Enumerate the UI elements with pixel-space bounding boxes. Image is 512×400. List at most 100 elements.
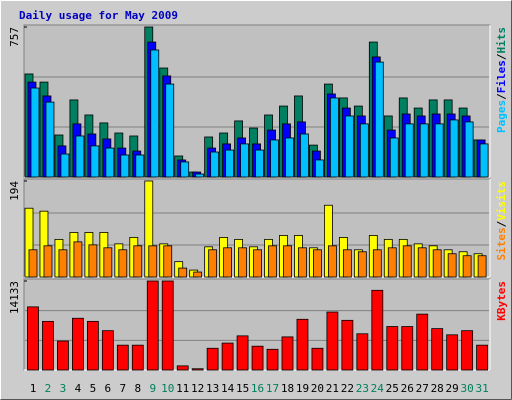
bar (342, 249, 352, 278)
x-tick-label: 27 (416, 382, 429, 395)
bar (401, 326, 414, 371)
bar (446, 334, 459, 371)
bar (311, 347, 324, 371)
bar (90, 145, 100, 178)
y-tick-label: 194 (8, 181, 21, 201)
bar (479, 143, 489, 178)
bar (434, 123, 444, 178)
bar (371, 289, 384, 371)
bar (58, 249, 68, 278)
legend: KBytes (495, 281, 508, 321)
bar (27, 306, 39, 371)
x-tick-label: 11 (176, 382, 189, 395)
bar (57, 340, 69, 371)
bar (131, 344, 144, 371)
legend: Pages/Files/Hits (495, 27, 508, 133)
bar (298, 247, 307, 278)
x-tick-label: 8 (134, 382, 141, 395)
legend-entry: Hits (495, 27, 508, 54)
bar (75, 135, 85, 178)
x-tick-label: 4 (75, 382, 82, 395)
bar (176, 365, 189, 371)
x-tick-label: 5 (90, 382, 97, 395)
bar (416, 313, 429, 371)
y-tick-label: 14133 (8, 281, 21, 314)
x-tick-label: 6 (105, 382, 112, 395)
legend-entry: Visits (495, 181, 508, 221)
bar (372, 249, 382, 278)
bar (223, 247, 233, 278)
x-tick-label: 14 (221, 382, 235, 395)
x-tick-label: 7 (120, 382, 127, 395)
bar (326, 311, 339, 371)
x-tick-label: 25 (386, 382, 399, 395)
bar (329, 97, 339, 178)
chart-title: Daily usage for May 2009 (19, 9, 178, 22)
bar (359, 123, 369, 178)
x-tick-label: 18 (281, 382, 294, 395)
x-tick-label: 26 (401, 382, 414, 395)
x-tick-label: 23 (356, 382, 369, 395)
bar (120, 154, 130, 178)
bar (386, 326, 399, 371)
legend-entry: Pages (495, 100, 508, 133)
x-tick-label: 17 (266, 382, 279, 395)
x-tick-label: 20 (311, 382, 324, 395)
bar (253, 249, 262, 278)
bar (161, 280, 174, 371)
bar (283, 245, 292, 278)
x-tick-label: 9 (149, 382, 156, 395)
bar (133, 245, 143, 278)
bar (476, 344, 489, 371)
x-tick-label: 21 (326, 382, 339, 395)
x-tick-label: 16 (251, 382, 264, 395)
bar (266, 348, 279, 371)
bar (449, 119, 459, 178)
bar (419, 123, 429, 178)
bar (238, 247, 247, 278)
bar (221, 342, 234, 371)
bar (146, 280, 159, 371)
bar (208, 249, 218, 278)
x-tick-label: 31 (475, 382, 488, 395)
bar (240, 143, 249, 178)
bar (178, 267, 188, 278)
bar (42, 320, 54, 371)
bar (236, 335, 249, 371)
bar (357, 251, 367, 278)
bar (163, 245, 173, 278)
x-tick-label: 24 (371, 382, 385, 395)
bar (206, 347, 219, 371)
x-tick-label: 30 (461, 382, 474, 395)
bar (28, 249, 38, 278)
bar (43, 245, 53, 278)
bar (88, 244, 98, 278)
bar (356, 333, 369, 371)
bar (73, 241, 83, 278)
bar (285, 137, 294, 178)
x-tick-label: 19 (296, 382, 309, 395)
legend-separator: / (495, 93, 508, 100)
bar (165, 83, 175, 178)
bar (148, 245, 158, 278)
y-tick-label: 757 (8, 27, 21, 47)
legend-entry: KBytes (495, 281, 508, 321)
bar (315, 159, 324, 178)
bar (461, 330, 474, 371)
bar (191, 368, 204, 371)
bar (225, 149, 235, 178)
bar (387, 247, 397, 278)
x-tick-label: 22 (341, 382, 354, 395)
legend: Sites/Visits (495, 181, 508, 261)
bar (135, 154, 145, 178)
legend-entry: Sites (495, 227, 508, 260)
x-tick-label: 29 (446, 382, 459, 395)
x-tick-label: 3 (60, 382, 67, 395)
x-tick-label: 12 (191, 382, 204, 395)
bar (105, 147, 115, 178)
x-tick-label: 1 (30, 382, 37, 395)
bar (45, 101, 55, 178)
bar (268, 245, 277, 278)
bar (180, 161, 190, 178)
